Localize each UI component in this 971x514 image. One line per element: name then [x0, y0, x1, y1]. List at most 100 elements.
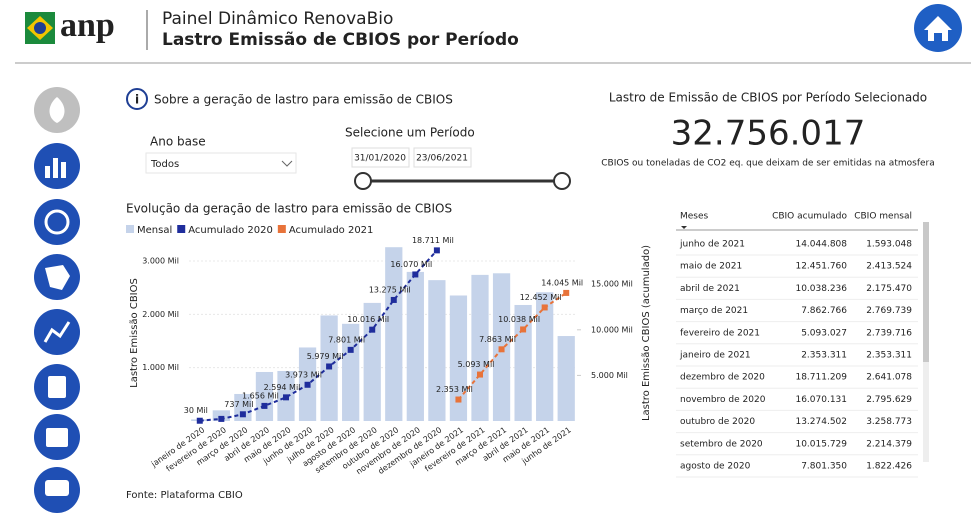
data-label: 5.093 Mil: [458, 360, 495, 369]
data-label: 10.038 Mil: [498, 315, 540, 324]
line: [199, 249, 438, 422]
nav-icon: [46, 428, 68, 447]
bar: [449, 295, 468, 421]
table-cell: 2.641.078: [866, 373, 912, 383]
table: Meses CBIO acumulado CBIO mensal junho de 2…: [676, 212, 918, 478]
footer: Fonte: Plataforma CBIO: [126, 490, 243, 501]
data-label: 2.594 Mil: [264, 383, 301, 392]
y-axis-label: Lastro Emissão CBIOS: [129, 278, 140, 388]
date-input[interactable]: [351, 147, 410, 168]
line-point: [412, 271, 419, 278]
info-text: Sobre a geração de lastro para emissão d…: [154, 93, 453, 107]
table-cell: 2.353.311: [801, 351, 847, 361]
table-cell: 14.044.808: [795, 240, 847, 250]
bar: [536, 292, 554, 421]
line-point: [541, 304, 548, 311]
legend-label: Mensal: [137, 225, 172, 236]
home-icon: [924, 16, 952, 41]
info-icon[interactable]: [126, 88, 148, 110]
table-cell: 2.795.629: [866, 395, 912, 405]
line-point: [563, 289, 570, 296]
filter-label: Ano base: [150, 135, 206, 149]
table-cell: 2.214.379: [866, 439, 912, 449]
legend-label: Acumulado 2020: [188, 225, 273, 236]
nav-icon: [44, 209, 70, 235]
dropdown[interactable]: [145, 152, 297, 174]
kpi-value: 32.756.017: [671, 114, 866, 154]
nav: [34, 87, 80, 513]
y-tick-label: 3.000 Mil: [142, 257, 179, 266]
table-cell: 12.451.760: [795, 262, 847, 272]
table-cell: 7.801.350: [801, 462, 847, 472]
nav-button[interactable]: [34, 199, 80, 245]
table-cell: agosto de 2020: [680, 462, 751, 472]
table-cell: 2.353.311: [866, 351, 912, 361]
line-point: [455, 396, 462, 403]
table-cell: setembro de 2020: [680, 439, 763, 449]
data-label: 30 Mil: [184, 406, 208, 415]
bar: [363, 302, 381, 421]
dropdown-value: Todos: [150, 159, 179, 170]
data-label: 14.045 Mil: [541, 278, 583, 287]
legend-swatch: [277, 225, 286, 233]
line-point: [261, 402, 268, 409]
table-cell: abril de 2021: [680, 284, 740, 294]
table-cell: maio de 2021: [680, 262, 742, 272]
date-end: 23/06/2021: [416, 154, 468, 164]
bar: [406, 271, 424, 421]
nav-icon: [49, 97, 65, 123]
line-point: [283, 394, 289, 401]
slider-handle[interactable]: [354, 172, 372, 190]
table-cell: 7.862.766: [801, 306, 847, 316]
nav-icon: [61, 162, 66, 178]
line-point: [347, 346, 354, 353]
y2-axis-label: Lastro Emissão CBIOS (acumulado): [641, 245, 652, 421]
data-label: 18.711 Mil: [412, 236, 454, 245]
legend-swatch: [126, 225, 134, 233]
table-cell: 1.593.048: [866, 240, 912, 250]
nav-icon: [45, 265, 70, 290]
logo-text: anp: [60, 7, 115, 44]
nav-icon: [43, 321, 71, 343]
bar: [428, 280, 446, 421]
line-point: [218, 415, 225, 422]
table-cell: 2.739.716: [866, 328, 912, 338]
date-input[interactable]: [413, 147, 472, 168]
plot: 1.000 Mil 2.000 Mil 3.000 Mil 5.000 Mil 10.0…: [142, 236, 633, 476]
data-label: 737 Mil: [224, 400, 253, 409]
bar: [557, 336, 575, 421]
nav-icon: [48, 376, 66, 398]
table-header: Meses: [680, 212, 709, 222]
slider-handle[interactable]: [553, 172, 571, 190]
line-point: [433, 247, 440, 254]
table-cell: 10.015.729: [795, 439, 847, 449]
chart-title: Evolução da geração de lastro para emiss…: [126, 202, 452, 216]
bar: [385, 247, 403, 421]
data-label: 13.275 Mil: [369, 285, 411, 294]
table-cell: 10.038.236: [795, 284, 847, 294]
data-label: 10.016 Mil: [347, 315, 389, 324]
legend-swatch: [177, 225, 186, 233]
table-cell: janeiro de 2021: [679, 351, 751, 361]
line-point: [390, 296, 397, 303]
header-subtitle: Lastro Emissão de CBIOS por Período: [162, 30, 519, 50]
scroll-thumb[interactable]: [923, 222, 929, 362]
y-tick-label: 1.000 Mil: [142, 363, 179, 372]
line-point: [477, 371, 483, 378]
table-cell: fevereiro de 2021: [680, 328, 760, 338]
table-cell: 2.175.470: [866, 284, 912, 294]
table-cell: junho de 2021: [679, 240, 745, 250]
header-title: Painel Dinâmico RenovaBio: [162, 9, 393, 29]
y2-tick-label: 15.000 Mil: [591, 280, 633, 289]
data-label: 12.452 Mil: [520, 293, 562, 302]
table-cell: novembro de 2020: [680, 395, 766, 405]
table-cell: dezembro de 2020: [680, 373, 765, 383]
legend: Mensal Acumulado 2020 Acumulado 2021: [126, 225, 373, 236]
table-cell: 18.711.209: [795, 373, 847, 383]
data-label: 7.863 Mil: [479, 335, 516, 344]
legend-label: Acumulado 2021: [289, 225, 374, 236]
kpi-label: Lastro de Emissão de CBIOS por Período S…: [609, 91, 927, 105]
table-header: CBIO acumulado: [772, 212, 847, 222]
table-cell: 1.822.426: [866, 462, 912, 472]
table-cell: 2.769.739: [866, 306, 912, 316]
